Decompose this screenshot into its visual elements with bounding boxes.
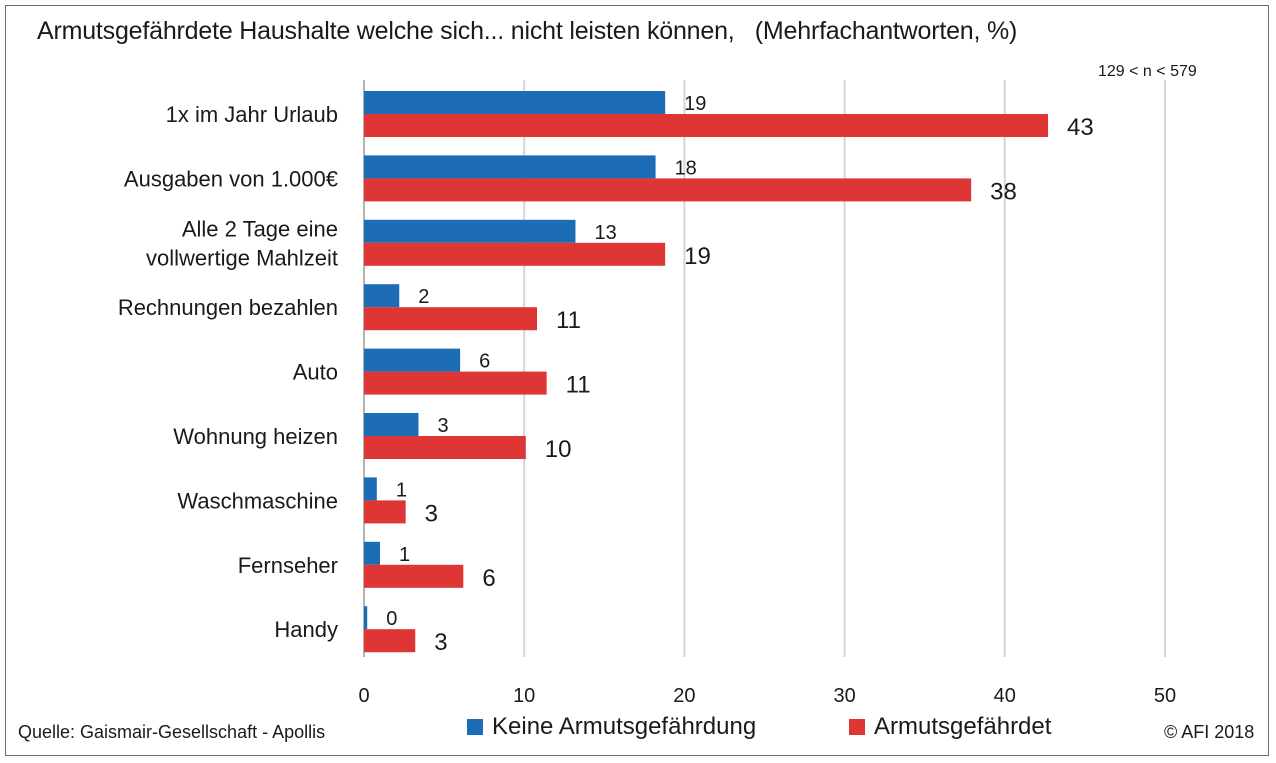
legend-item-armutsgefaehrdet: Armutsgefährdet	[849, 713, 1051, 741]
chart-title: Armutsgefährdete Haushalte welche sich..…	[37, 17, 1017, 46]
data-label-keine-armutsgefaehrdung-7: 1	[399, 544, 410, 566]
bar-keine-armutsgefaehrdung-1	[364, 155, 656, 179]
data-label-armutsgefaehrdet-8: 3	[434, 629, 447, 656]
bar-keine-armutsgefaehrdung-8	[364, 606, 368, 630]
source-note: Quelle: Gaismair-Gesellschaft - Apollis	[18, 722, 326, 742]
bar-armutsgefaehrdet-1	[364, 178, 972, 202]
bar-armutsgefaehrdet-3	[364, 307, 538, 331]
category-label-4: Auto	[293, 360, 338, 385]
legend-swatch-blue	[467, 719, 483, 735]
bar-armutsgefaehrdet-8	[364, 629, 416, 653]
chart-title-text: Armutsgefährdete Haushalte welche sich..…	[37, 17, 735, 45]
data-label-armutsgefaehrdet-4: 11	[566, 372, 591, 399]
data-label-keine-armutsgefaehrdung-2: 13	[594, 222, 616, 244]
data-label-armutsgefaehrdet-6: 3	[425, 500, 438, 527]
data-label-keine-armutsgefaehrdung-3: 2	[418, 286, 429, 308]
chart-frame	[5, 5, 1269, 756]
category-label-3: Rechnungen bezahlen	[118, 295, 338, 320]
bar-keine-armutsgefaehrdung-4	[364, 348, 461, 372]
bar-armutsgefaehrdet-0	[364, 114, 1049, 137]
bar-keine-armutsgefaehrdung-6	[364, 477, 377, 501]
x-tick-label-30: 30	[833, 685, 855, 707]
data-label-armutsgefaehrdet-2: 19	[684, 243, 711, 270]
x-tick-label-0: 0	[358, 685, 369, 707]
category-label-5: Wohnung heizen	[173, 424, 338, 449]
chart-subtitle: (Mehrfachantworten, %)	[754, 17, 1018, 45]
bar-keine-armutsgefaehrdung-5	[364, 413, 419, 436]
x-tick-label-40: 40	[994, 685, 1016, 707]
data-label-armutsgefaehrdet-7: 6	[482, 565, 495, 592]
bar-armutsgefaehrdet-7	[364, 564, 464, 588]
legend-label-keine-armutsgefaehrdung: Keine Armutsgefährdung	[492, 713, 757, 740]
bar-armutsgefaehrdet-4	[364, 371, 547, 395]
legend-label-armutsgefaehrdet: Armutsgefährdet	[874, 713, 1052, 740]
data-label-keine-armutsgefaehrdung-5: 3	[437, 415, 448, 437]
category-label-1: Ausgaben von 1.000€	[124, 166, 338, 191]
bar-keine-armutsgefaehrdung-2	[364, 219, 576, 243]
data-label-keine-armutsgefaehrdung-6: 1	[396, 479, 407, 501]
data-label-keine-armutsgefaehrdung-1: 18	[675, 157, 697, 179]
legend-item-keine-armutsgefaehrdung: Keine Armutsgefährdung	[467, 713, 756, 741]
bar-keine-armutsgefaehrdung-7	[364, 541, 381, 565]
x-tick-label-20: 20	[673, 685, 695, 707]
copyright-note: © AFI 2018	[1164, 722, 1255, 742]
x-tick-label-10: 10	[513, 685, 535, 707]
data-label-keine-armutsgefaehrdung-0: 19	[684, 93, 706, 115]
bar-armutsgefaehrdet-6	[364, 500, 406, 524]
data-label-armutsgefaehrdet-0: 43	[1067, 114, 1094, 141]
legend-swatch-red	[849, 719, 865, 735]
category-label-6: Waschmaschine	[177, 488, 338, 513]
bar-armutsgefaehrdet-2	[364, 242, 666, 266]
data-label-armutsgefaehrdet-3: 11	[556, 307, 581, 334]
sample-size-note: 129 < n < 579	[1098, 63, 1197, 80]
data-label-armutsgefaehrdet-1: 38	[990, 178, 1017, 205]
bar-keine-armutsgefaehrdung-3	[364, 284, 400, 308]
category-label-2-line-1: vollwertige Mahlzeit	[146, 245, 338, 270]
data-label-keine-armutsgefaehrdung-8: 0	[386, 608, 397, 630]
x-tick-label-50: 50	[1154, 685, 1176, 707]
data-label-keine-armutsgefaehrdung-4: 6	[479, 351, 490, 373]
category-label-0: 1x im Jahr Urlaub	[166, 102, 338, 127]
category-label-7: Fernseher	[238, 553, 338, 578]
bar-armutsgefaehrdet-5	[364, 436, 526, 459]
category-label-2-line-0: Alle 2 Tage eine	[182, 216, 338, 241]
bar-keine-armutsgefaehrdung-0	[364, 91, 666, 114]
category-label-8: Handy	[274, 617, 338, 642]
data-label-armutsgefaehrdet-5: 10	[545, 436, 572, 463]
